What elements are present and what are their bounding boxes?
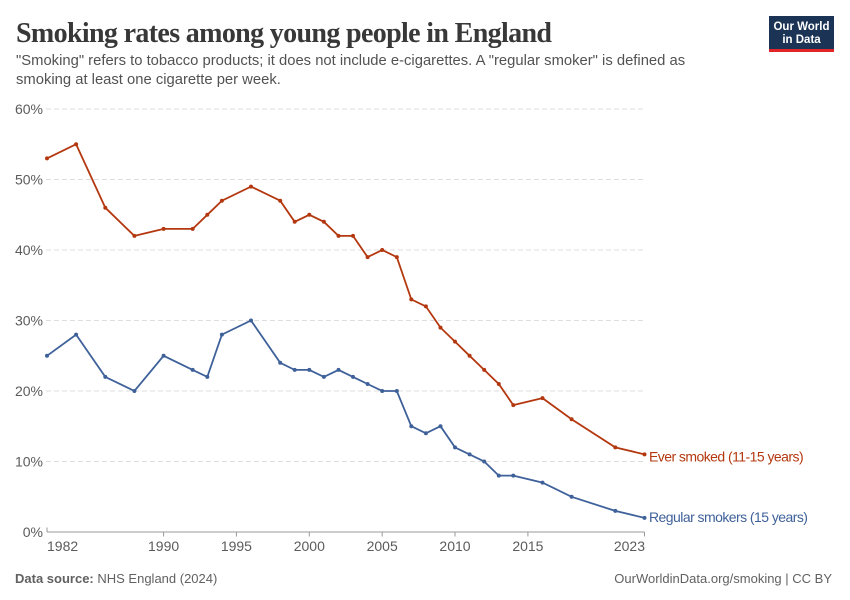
svg-text:30%: 30%: [15, 313, 43, 329]
svg-text:Regular smokers (15 years): Regular smokers (15 years): [649, 509, 807, 525]
svg-text:1982: 1982: [47, 538, 78, 554]
svg-text:2000: 2000: [294, 538, 325, 554]
svg-text:2005: 2005: [367, 538, 398, 554]
svg-text:2015: 2015: [512, 538, 543, 554]
svg-text:40%: 40%: [15, 242, 43, 258]
svg-text:20%: 20%: [15, 383, 43, 399]
svg-text:Ever smoked (11-15 years): Ever smoked (11-15 years): [649, 449, 803, 465]
svg-text:2023: 2023: [614, 538, 645, 554]
svg-text:2010: 2010: [439, 538, 470, 554]
svg-text:10%: 10%: [15, 454, 43, 470]
svg-text:1995: 1995: [221, 538, 252, 554]
svg-text:1990: 1990: [148, 538, 179, 554]
svg-text:60%: 60%: [15, 101, 43, 117]
svg-text:50%: 50%: [15, 172, 43, 188]
svg-text:0%: 0%: [23, 524, 43, 540]
